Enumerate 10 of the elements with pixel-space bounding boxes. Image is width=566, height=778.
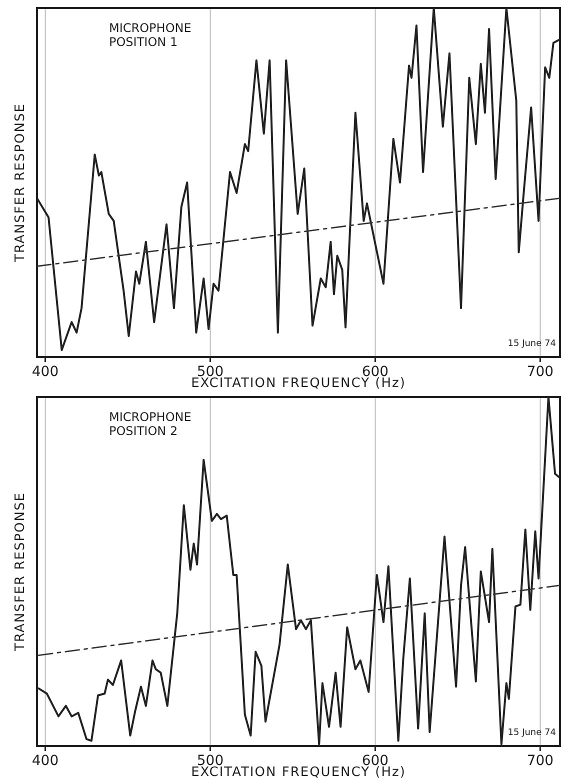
x-tick-label: 400 bbox=[32, 364, 59, 380]
y-axis-title: TRANSFER RESPONSE bbox=[13, 492, 28, 652]
x-tick-label: 400 bbox=[32, 753, 59, 769]
annotation: 15 June 74 bbox=[508, 728, 556, 738]
annotation: 15 June 74 bbox=[508, 339, 556, 349]
x-tick-label: 700 bbox=[526, 753, 554, 769]
y-axis-title: TRANSFER RESPONSE bbox=[13, 103, 28, 263]
annotation: MICROPHONE POSITION 1 bbox=[109, 21, 192, 49]
annotation: MICROPHONE POSITION 2 bbox=[109, 410, 192, 438]
x-tick-label: 700 bbox=[526, 364, 554, 380]
